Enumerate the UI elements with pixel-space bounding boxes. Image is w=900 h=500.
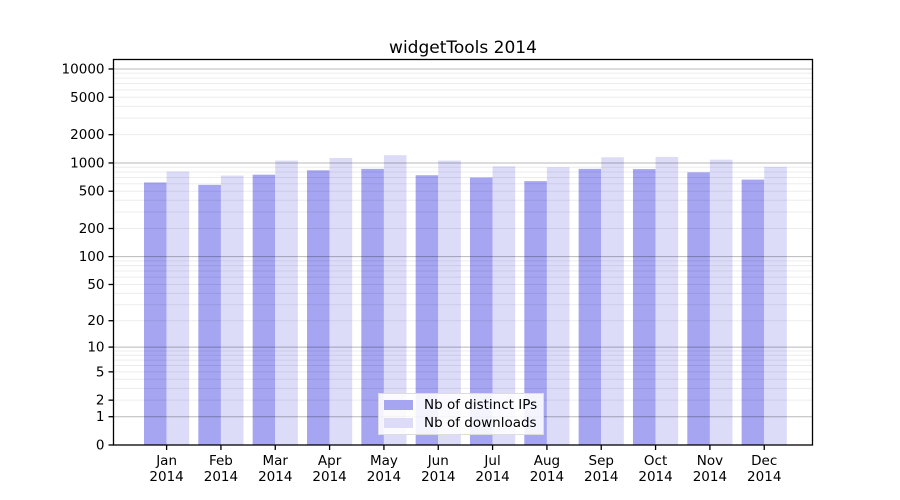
- bar-distinct-ips-jul: [469, 177, 493, 445]
- bar-distinct-ips-feb: [198, 184, 221, 445]
- bar-downloads-jun: [438, 160, 461, 445]
- bar-distinct-ips-mar: [252, 174, 276, 445]
- bar-downloads-aug: [546, 167, 570, 446]
- x-tick-label-month-may: May: [370, 453, 398, 469]
- x-tick-label-year-jan: 2014: [149, 469, 183, 485]
- bar-distinct-ips-apr: [306, 170, 330, 445]
- x-tick-label-month-aug: Aug: [534, 453, 560, 469]
- x-tick-label-year-mar: 2014: [258, 469, 292, 485]
- x-tick-label-month-apr: Apr: [318, 453, 342, 469]
- y-tick-label-0: 0: [96, 438, 105, 454]
- x-tick-label-month-dec: Dec: [751, 453, 777, 469]
- x-tick-label-month-feb: Feb: [209, 453, 233, 469]
- y-tick-label-2: 2: [96, 393, 105, 409]
- x-tick-label-month-nov: Nov: [697, 453, 723, 469]
- x-tick-label-month-jan: Jan: [155, 453, 177, 469]
- legend-item-distinct-ips: Nb of distinct IPs: [384, 396, 537, 414]
- bar-downloads-oct: [655, 156, 679, 446]
- plot-frame: [112, 58, 814, 446]
- x-tick-label-month-sep: Sep: [589, 453, 614, 469]
- legend-swatch-distinct-ips: [384, 400, 413, 410]
- y-tick-label-5000: 5000: [70, 90, 104, 106]
- bar-distinct-ips-oct: [632, 169, 656, 445]
- bar-downloads-nov: [709, 159, 733, 445]
- y-tick-label-10000: 10000: [62, 61, 105, 77]
- x-tick-label-year-apr: 2014: [312, 469, 346, 485]
- bar-downloads-may: [383, 155, 407, 445]
- bar-distinct-ips-dec: [741, 179, 765, 445]
- y-tick-label-500: 500: [79, 184, 105, 200]
- y-tick-label-200: 200: [79, 221, 105, 237]
- bar-distinct-ips-sep: [578, 168, 602, 445]
- y-tick-label-50: 50: [87, 277, 104, 293]
- bar-distinct-ips-aug: [524, 181, 547, 446]
- y-tick-label-100: 100: [79, 249, 105, 265]
- y-tick-label-1: 1: [96, 409, 105, 425]
- x-tick-label-year-nov: 2014: [693, 469, 727, 485]
- bar-downloads-apr: [329, 157, 353, 445]
- legend-swatch-downloads: [384, 418, 413, 428]
- bar-downloads-jan: [166, 171, 190, 445]
- bar-downloads-dec: [764, 166, 787, 445]
- bar-distinct-ips-jun: [415, 175, 439, 445]
- bar-downloads-sep: [601, 157, 624, 446]
- x-tick-label-year-jul: 2014: [475, 469, 509, 485]
- bar-downloads-feb: [220, 175, 244, 445]
- legend-label-downloads: Nb of downloads: [424, 415, 537, 431]
- bar-downloads-jul: [492, 166, 516, 445]
- y-tick-label-5: 5: [96, 364, 105, 380]
- bar-downloads-mar: [275, 160, 298, 445]
- x-tick-label-year-jun: 2014: [421, 469, 455, 485]
- x-tick-label-month-mar: Mar: [263, 453, 289, 469]
- x-tick-label-year-sep: 2014: [584, 469, 618, 485]
- legend-label-distinct-ips: Nb of distinct IPs: [424, 397, 538, 413]
- x-tick-label-year-dec: 2014: [747, 469, 781, 485]
- x-tick-label-year-oct: 2014: [638, 469, 672, 485]
- x-tick-label-year-may: 2014: [367, 469, 401, 485]
- bar-distinct-ips-nov: [687, 172, 710, 445]
- bar-distinct-ips-may: [361, 168, 384, 445]
- x-tick-label-year-aug: 2014: [530, 469, 564, 485]
- y-tick-label-10: 10: [87, 340, 104, 356]
- y-tick-label-1000: 1000: [70, 155, 104, 171]
- x-tick-label-month-jul: Jul: [483, 453, 500, 469]
- chart-title: widgetTools 2014: [389, 38, 537, 58]
- x-tick-label-month-jun: Jun: [427, 453, 449, 469]
- y-tick-label-2000: 2000: [70, 127, 104, 143]
- y-tick-label-20: 20: [87, 313, 104, 329]
- legend-item-downloads: Nb of downloads: [384, 414, 537, 432]
- legend: Nb of distinct IPs Nb of downloads: [378, 393, 544, 435]
- x-tick-label-year-feb: 2014: [204, 469, 238, 485]
- bar-distinct-ips-jan: [144, 182, 167, 445]
- x-tick-label-month-oct: Oct: [644, 453, 667, 469]
